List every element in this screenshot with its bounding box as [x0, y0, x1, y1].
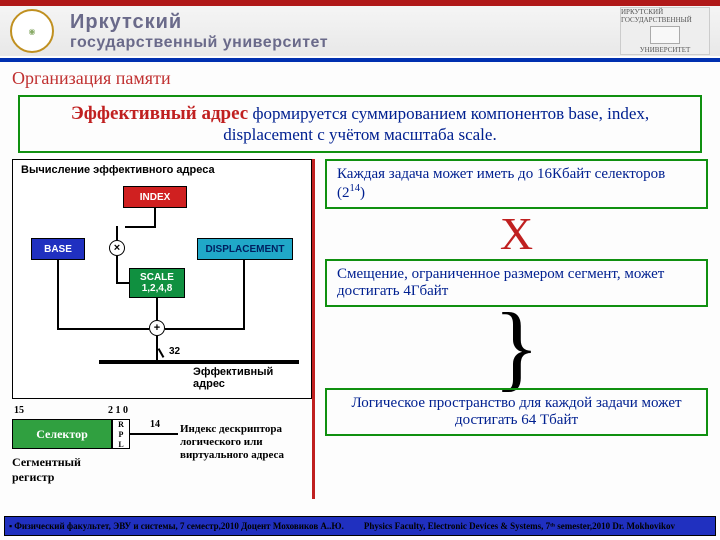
segment-register-caption: Сегментный регистр	[12, 455, 81, 485]
bit-15: 15	[14, 405, 24, 416]
selector-block: Селектор	[12, 419, 112, 449]
effective-address-diagram: Вычисление эффективного адреса INDEX BAS…	[12, 159, 312, 399]
section-title: Организация памяти	[0, 62, 720, 93]
arrow-line	[130, 433, 178, 435]
index-descriptor-label: Индекс дескриптора логического или вирту…	[180, 423, 284, 463]
left-column: Вычисление эффективного адреса INDEX BAS…	[12, 159, 312, 499]
arrow-line	[125, 226, 156, 228]
arrow-line	[243, 260, 245, 328]
header-badge: ИРКУТСКИЙ ГОСУДАРСТВЕННЫЙ УНИВЕРСИТЕТ	[620, 7, 710, 55]
lead-term: Эффективный адрес	[71, 103, 248, 124]
building-icon	[650, 26, 680, 44]
content-row: Вычисление эффективного адреса INDEX BAS…	[0, 159, 720, 499]
arrow-line	[57, 328, 149, 330]
idx-14: 14	[150, 419, 160, 430]
bus-slash	[158, 348, 165, 358]
university-name: Иркутский государственный университет	[70, 11, 328, 52]
displacement-block: DISPLACEMENT	[197, 238, 293, 260]
footer-en: Physics Faculty, Electronic Devices & Sy…	[364, 521, 675, 531]
multiply-node: ×	[109, 240, 125, 256]
rpl-block: R P L	[112, 419, 130, 449]
arrow-line	[116, 256, 118, 282]
multiply-symbol: X	[325, 211, 708, 257]
logical-space-box: Логическое пространство для каждой задач…	[325, 388, 708, 436]
header-bar: ◉ Иркутский государственный университет …	[0, 0, 720, 56]
uni-line-1: Иркутский	[70, 11, 328, 34]
bus-line	[99, 360, 299, 364]
arrow-line	[154, 208, 156, 226]
arrow-line	[165, 328, 245, 330]
bits-210: 2 1 0	[108, 405, 128, 416]
brace-icon: }	[325, 313, 708, 380]
bus-width: 32	[169, 346, 180, 357]
footer-ru: Физический факультет, ЭВУ и системы, 7 с…	[14, 521, 344, 531]
add-node: +	[149, 320, 165, 336]
arrow-line	[57, 260, 59, 328]
scale-block: SCALE 1,2,4,8	[129, 268, 185, 298]
diagram-title: Вычисление эффективного адреса	[21, 164, 215, 176]
selectors-text-a: Каждая задача может иметь до 16Кбайт сел…	[337, 166, 665, 201]
selectors-exp: 14	[350, 183, 361, 194]
badge-text-bottom: УНИВЕРСИТЕТ	[640, 46, 691, 54]
university-seal-icon: ◉	[10, 9, 54, 53]
arrow-line	[116, 282, 130, 284]
selectors-text-b: )	[360, 185, 365, 201]
base-block: BASE	[31, 238, 85, 260]
bullet-icon: ▪	[9, 521, 12, 531]
definition-text: формируется суммированием компонентов ba…	[223, 104, 649, 144]
footer-bar: ▪ Физический факультет, ЭВУ и системы, 7…	[4, 516, 716, 536]
arrow-line	[156, 298, 158, 320]
selectors-box: Каждая задача может иметь до 16Кбайт сел…	[325, 159, 708, 209]
arrow-line	[116, 226, 118, 240]
main-definition-box: Эффективный адрес формируется суммирован…	[18, 95, 702, 153]
badge-text-top: ИРКУТСКИЙ ГОСУДАРСТВЕННЫЙ	[621, 8, 709, 24]
right-column: Каждая задача может иметь до 16Кбайт сел…	[312, 159, 708, 499]
index-block: INDEX	[123, 186, 187, 208]
uni-line-2: государственный университет	[70, 34, 328, 52]
selector-diagram: 15 2 1 0 Селектор R P L 14 Индекс дескри…	[12, 405, 312, 495]
bus-label: Эффективный адрес	[193, 366, 273, 390]
